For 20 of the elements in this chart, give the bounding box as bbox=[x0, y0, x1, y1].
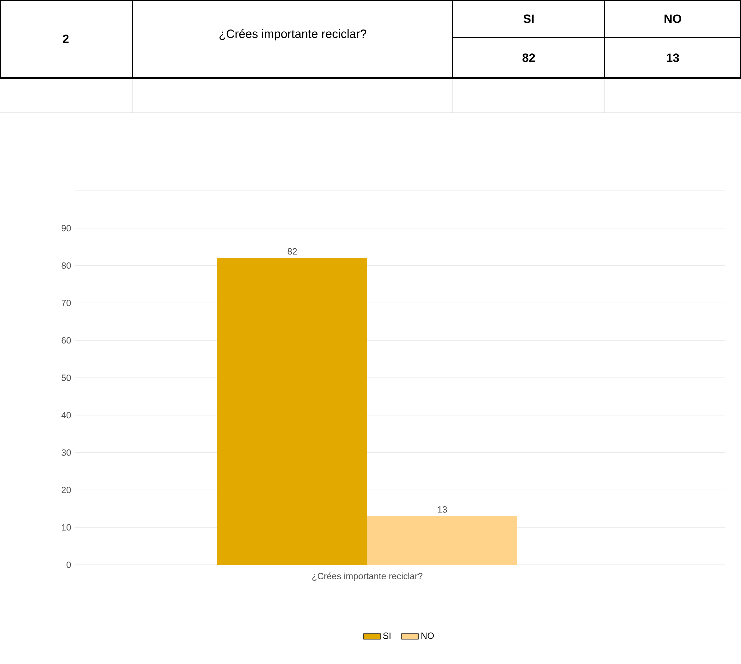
data-label: 82 bbox=[288, 248, 298, 255]
y-tick-label: 90 bbox=[62, 225, 72, 232]
y-tick-label: 40 bbox=[62, 412, 72, 419]
text: 82 bbox=[522, 54, 536, 62]
chart-title: ¿Crées importante reciclar? bbox=[220, 29, 367, 41]
y-tick-label: 20 bbox=[62, 487, 72, 494]
y-tick-label: 0 bbox=[66, 562, 72, 568]
text: 2 bbox=[63, 34, 69, 44]
y-tick-label: 50 bbox=[62, 374, 72, 382]
y-tick-label: 10 bbox=[62, 524, 72, 531]
text: NO bbox=[664, 14, 682, 24]
y-tick-label: 80 bbox=[62, 262, 72, 269]
y-tick-label: 30 bbox=[62, 450, 72, 456]
text: SI bbox=[524, 14, 534, 24]
y-tick-label: 70 bbox=[62, 300, 72, 306]
legend-label: NO bbox=[422, 632, 434, 640]
legend-label: SI bbox=[383, 632, 391, 640]
y-tick-label: 60 bbox=[62, 337, 72, 344]
text: 13 bbox=[667, 54, 680, 62]
data-label: 13 bbox=[438, 506, 448, 513]
